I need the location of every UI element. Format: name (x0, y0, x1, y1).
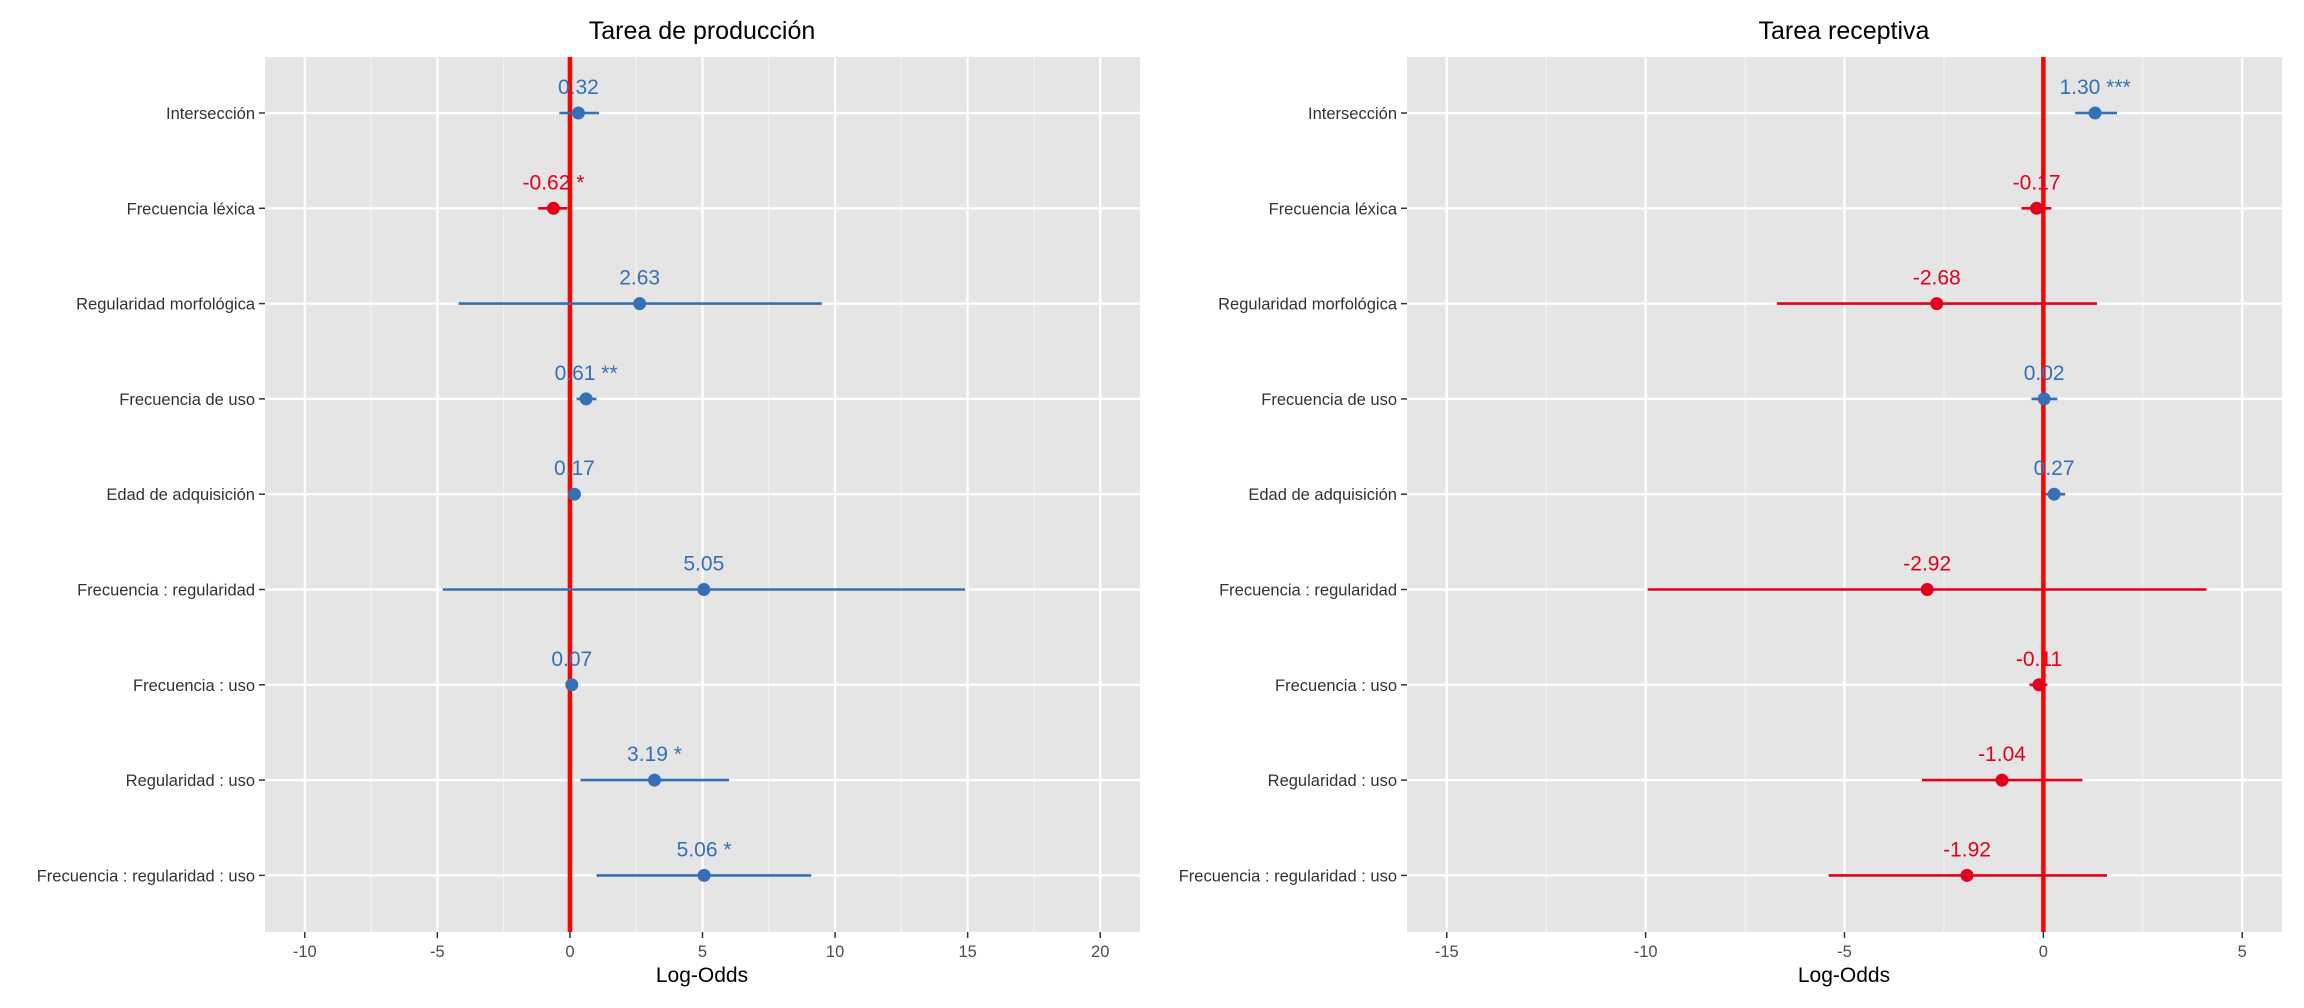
category-label: Frecuencia : regularidad (77, 582, 255, 600)
estimate-point (546, 201, 560, 215)
category-label: Regularidad : uso (1268, 772, 1397, 790)
estimate-point (648, 773, 662, 787)
panel-tarea-produccion: -10 -5 0 5 10 15 20 Intersección Frecuencia léxi… (37, 17, 1140, 987)
estimate-point (2037, 392, 2051, 406)
estimate-label: 5.06 * (677, 838, 732, 861)
estimate-label: 0.27 (2034, 457, 2075, 480)
estimate-point (2030, 201, 2044, 215)
category-label: Frecuencia de uso (1261, 391, 1397, 409)
estimate-label: -0.62 * (523, 171, 585, 194)
category-label: Frecuencia de uso (119, 391, 255, 409)
estimate-point (565, 678, 579, 692)
estimate-label: 0.17 (554, 457, 595, 480)
category-label: Frecuencia : uso (1275, 677, 1397, 695)
estimate-point (697, 583, 711, 596)
estimate-label: -2.92 (1903, 553, 1951, 576)
estimate-point (1920, 583, 1934, 596)
category-label: Frecuencia : regularidad (1219, 582, 1397, 600)
category-label: Frecuencia léxica (127, 200, 256, 218)
category-label: Regularidad morfológica (76, 296, 256, 314)
x-tick-label: -5 (1837, 943, 1852, 961)
estimate-point (1960, 868, 1974, 882)
category-label: Edad de adquisición (106, 486, 255, 504)
estimate-label: 2.63 (619, 267, 660, 290)
category-label: Frecuencia : regularidad : uso (37, 867, 255, 885)
estimate-point (1995, 773, 2009, 787)
estimate-label: 0.02 (2024, 362, 2065, 385)
estimate-label: 3.19 * (627, 743, 682, 766)
x-tick-label: -5 (430, 943, 445, 961)
estimate-point (567, 487, 581, 501)
x-tick-label: 5 (2238, 943, 2247, 961)
x-tick-label: 5 (698, 943, 707, 961)
estimate-point (697, 868, 711, 882)
estimate-point (2032, 678, 2046, 692)
estimate-label: -0.11 (2016, 648, 2062, 671)
x-tick-label: 15 (958, 943, 976, 961)
estimate-label: 5.05 (683, 553, 724, 576)
estimate-point (1930, 297, 1944, 311)
x-tick-label: -10 (293, 943, 317, 961)
estimate-label: 0.32 (558, 76, 599, 99)
x-tick-label: -15 (1435, 943, 1459, 961)
category-label: Frecuencia : uso (133, 677, 255, 695)
category-label: Frecuencia léxica (1269, 200, 1398, 218)
panel-title: Tarea receptiva (1759, 17, 1930, 45)
category-label: Frecuencia : regularidad : uso (1179, 867, 1397, 885)
estimate-point (2047, 487, 2061, 501)
estimate-point (633, 297, 647, 311)
x-tick-label: 0 (565, 943, 574, 961)
estimate-point (2088, 106, 2102, 120)
category-label: Regularidad morfológica (1218, 296, 1398, 314)
estimate-label: -1.92 (1943, 838, 1991, 861)
x-tick-label: 20 (1091, 943, 1109, 961)
estimate-label: -0.17 (2013, 171, 2061, 194)
category-label: Regularidad : uso (126, 772, 255, 790)
panel-title: Tarea de producción (589, 17, 816, 45)
estimate-label: 1.30 *** (2059, 76, 2130, 99)
estimate-label: -1.04 (1978, 743, 2026, 766)
x-tick-label: 0 (2039, 943, 2048, 961)
x-axis-title: Log-Odds (1798, 964, 1890, 987)
estimate-label: 0.61 ** (555, 362, 618, 385)
estimate-point (571, 106, 585, 120)
category-label: Edad de adquisición (1248, 486, 1397, 504)
category-label: Intersección (166, 105, 255, 123)
category-label: Intersección (1308, 105, 1397, 123)
estimate-label: -2.68 (1913, 267, 1961, 290)
estimate-label: 0.07 (551, 648, 592, 671)
x-tick-label: 10 (826, 943, 844, 961)
x-axis-title: Log-Odds (656, 964, 748, 987)
panel-tarea-receptiva: -15 -10 -5 0 5 Intersección Frecuencia léxica R… (1179, 17, 2282, 987)
x-tick-label: -10 (1634, 943, 1658, 961)
estimate-point (579, 392, 593, 406)
